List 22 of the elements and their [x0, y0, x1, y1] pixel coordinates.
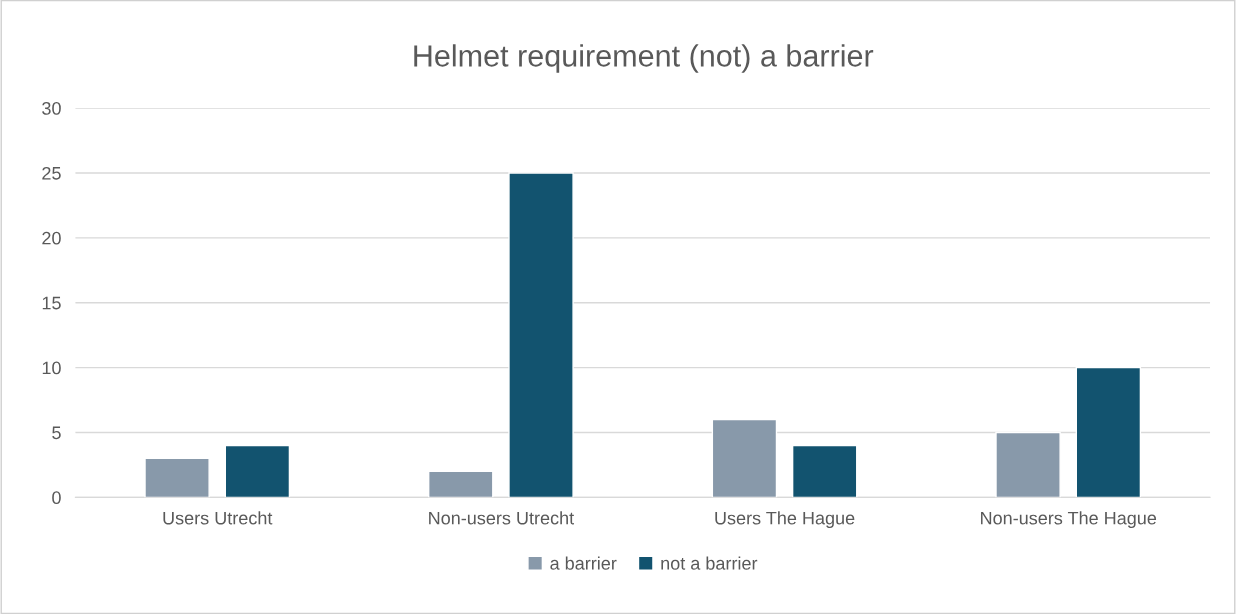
legend-label: not a barrier	[661, 556, 758, 570]
bar	[144, 457, 210, 498]
x-tick-label: Non-users The Hague	[981, 511, 1157, 529]
y-tick-label: 10	[42, 361, 61, 375]
x-tick-label: Users Utrecht	[163, 511, 273, 525]
bar	[508, 172, 574, 498]
bar	[791, 444, 858, 498]
chart-title: Helmet requirement (not) a barrier	[414, 44, 874, 73]
bar	[1075, 366, 1142, 498]
y-tick-label: 0	[52, 491, 61, 505]
legend-label: a barrier	[550, 556, 617, 570]
y-tick-label: 30	[42, 102, 61, 115]
bar	[224, 444, 291, 498]
y-tick-label: 5	[52, 426, 61, 440]
y-tick-label: 20	[42, 231, 61, 245]
x-tick-label: Users The Hague	[715, 511, 855, 529]
bar	[428, 470, 494, 498]
bar	[711, 418, 778, 498]
y-tick-label: 25	[42, 166, 61, 180]
y-tick-label: 15	[42, 296, 61, 310]
x-tick-label: Non-users Utrecht	[429, 511, 575, 525]
bar	[995, 431, 1061, 498]
